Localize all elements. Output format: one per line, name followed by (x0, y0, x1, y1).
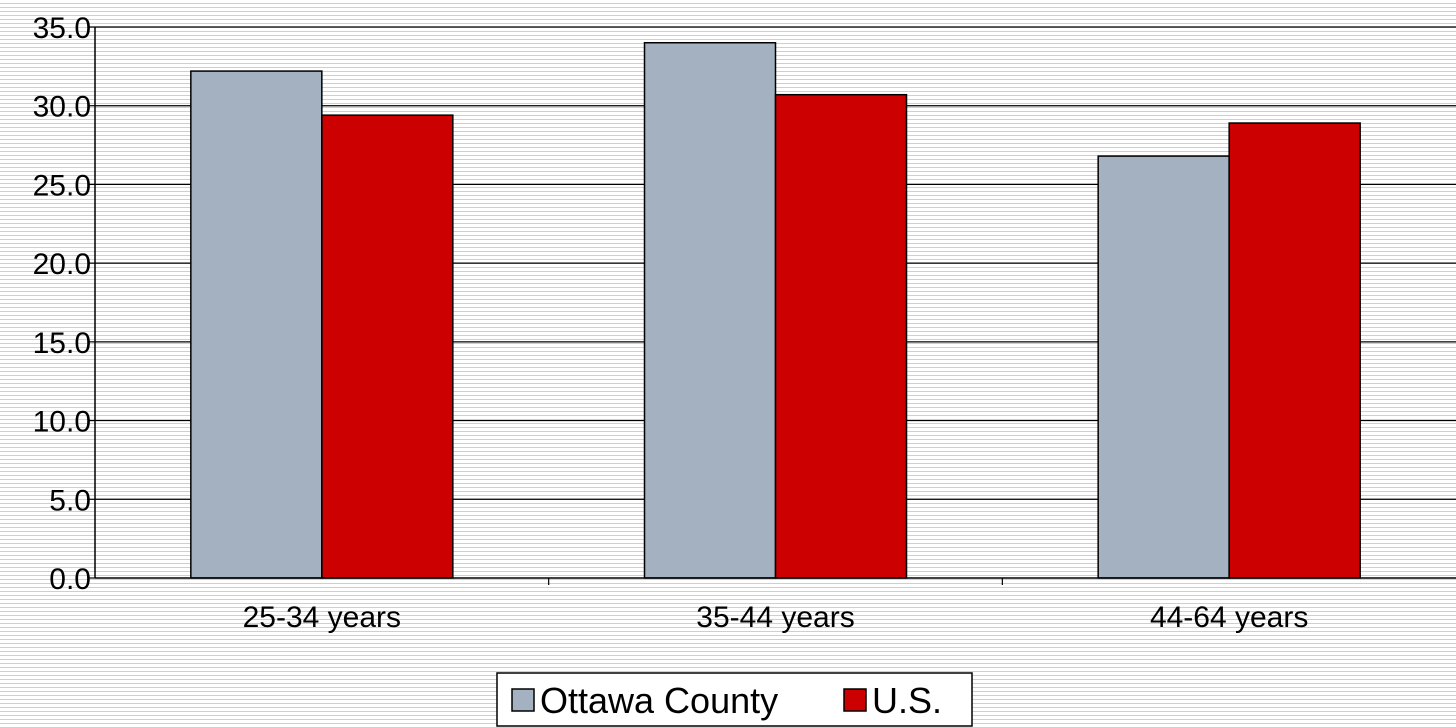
y-tick-label: 30.0 (33, 91, 91, 124)
legend-swatch-us (843, 688, 867, 712)
bar-us (321, 114, 454, 579)
y-tick-labels: 0.0 5.0 10.0 15.0 20.0 25.0 30.0 35.0 (33, 12, 91, 596)
bar-us (1228, 122, 1361, 579)
axes (88, 26, 1456, 585)
y-tick-label: 20.0 (33, 248, 91, 281)
legend-swatch-ottawa-county (511, 688, 535, 712)
bar-ottawa-county (190, 70, 323, 579)
y-tick-label: 10.0 (33, 406, 91, 439)
y-tick-label: 0.0 (49, 563, 91, 596)
legend-label-us: U.S. (872, 680, 942, 721)
x-tick-labels: 25-34 years 35-44 years 44-64 years (243, 601, 1309, 634)
bar-us (774, 93, 908, 579)
y-tick-label: 15.0 (33, 327, 91, 360)
bar-ottawa-county (643, 41, 777, 579)
x-tick-label: 25-34 years (243, 601, 401, 634)
legend-label-ottawa-county: Ottawa County (540, 680, 778, 721)
x-tick-label: 35-44 years (696, 601, 854, 634)
legend: Ottawa County U.S. (496, 672, 973, 727)
y-tick-label: 35.0 (33, 12, 91, 45)
y-tick-label: 5.0 (49, 484, 91, 517)
bars (190, 41, 1361, 579)
y-tick-label: 25.0 (33, 169, 91, 202)
bar-ottawa-county (1097, 155, 1230, 579)
x-tick-label: 44-64 years (1150, 601, 1308, 634)
legend-box (496, 672, 973, 727)
